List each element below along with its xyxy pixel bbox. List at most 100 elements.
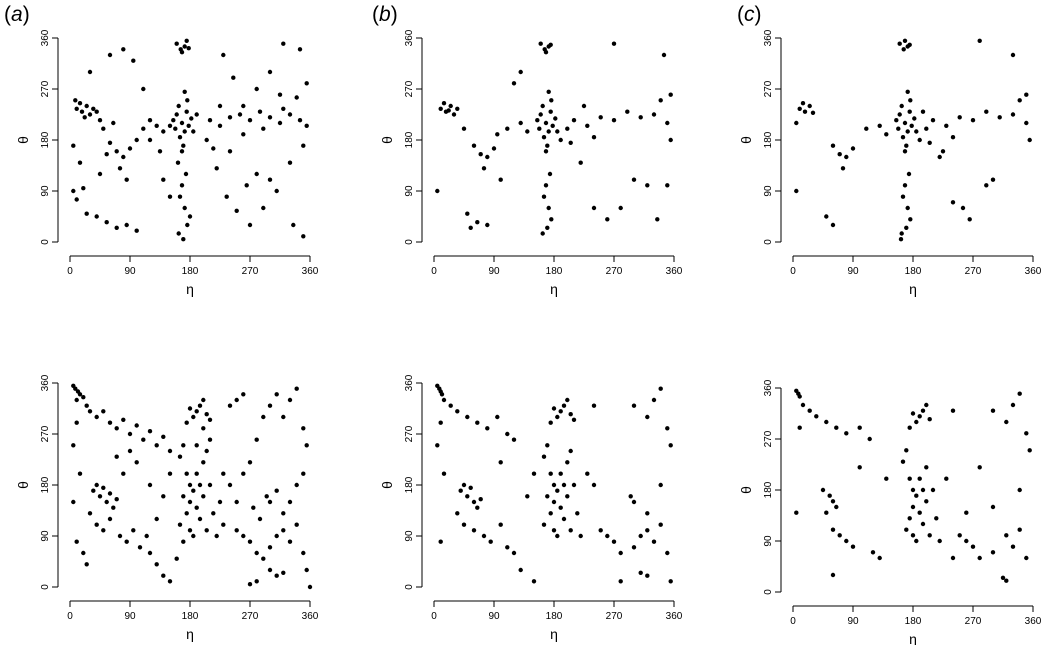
- x-axis-label: η: [186, 626, 194, 642]
- data-point: [877, 123, 882, 128]
- data-point: [267, 545, 273, 550]
- data-point: [934, 516, 939, 521]
- data-point: [468, 225, 473, 230]
- data-point: [134, 137, 139, 143]
- data-point: [605, 217, 610, 222]
- data-point: [101, 126, 106, 131]
- y-tick-label: 180: [40, 131, 51, 148]
- data-point: [631, 545, 637, 550]
- data-point: [451, 112, 457, 117]
- data-point: [287, 160, 293, 165]
- data-point: [870, 550, 876, 555]
- data-point: [820, 487, 826, 493]
- data-point: [74, 397, 79, 403]
- data-point: [301, 550, 306, 556]
- data-point: [455, 106, 460, 112]
- y-tick-label: 270: [763, 430, 774, 447]
- data-point: [297, 118, 303, 123]
- data-point: [830, 527, 836, 532]
- data-point: [176, 231, 181, 236]
- data-point: [84, 103, 89, 109]
- data-point: [124, 539, 129, 544]
- data-point: [221, 471, 226, 476]
- data-point: [171, 118, 176, 123]
- data-point: [471, 499, 477, 505]
- data-point: [184, 109, 189, 114]
- data-point: [907, 425, 912, 430]
- data-point: [124, 177, 129, 182]
- y-tick-label: 0: [404, 239, 415, 245]
- data-point: [920, 521, 926, 527]
- data-point: [107, 52, 113, 58]
- data-point: [181, 237, 186, 242]
- data-point: [264, 494, 269, 499]
- x-tick-label: 270: [965, 266, 982, 277]
- x-tick-label: 90: [847, 616, 859, 627]
- data-point: [910, 533, 916, 538]
- data-point: [957, 115, 962, 120]
- data-point: [221, 52, 226, 58]
- data-point: [547, 171, 553, 177]
- data-point: [899, 103, 904, 109]
- data-point: [511, 550, 517, 556]
- data-point: [87, 409, 93, 414]
- data-point: [471, 143, 477, 148]
- data-point: [924, 499, 929, 504]
- data-point: [907, 516, 912, 521]
- data-point: [904, 527, 909, 532]
- data-point: [182, 44, 187, 49]
- data-point: [937, 154, 942, 160]
- data-point: [177, 135, 183, 140]
- data-point: [645, 511, 650, 516]
- data-point: [910, 487, 916, 493]
- data-point: [134, 460, 139, 465]
- data-point: [545, 494, 550, 499]
- data-point: [1010, 52, 1016, 58]
- y-tick-label: 0: [40, 584, 51, 590]
- data-point: [267, 115, 273, 120]
- data-point: [917, 137, 922, 143]
- data-point: [179, 183, 185, 188]
- data-point: [194, 112, 199, 117]
- data-point: [618, 205, 623, 211]
- data-point: [281, 511, 286, 516]
- data-point: [157, 149, 163, 154]
- data-point: [114, 225, 119, 230]
- data-point: [555, 533, 560, 539]
- data-point: [261, 414, 266, 420]
- y-tick-label: 180: [763, 131, 774, 148]
- data-point: [194, 443, 199, 448]
- data-point: [558, 409, 563, 414]
- data-point: [1017, 487, 1022, 493]
- data-point: [137, 545, 143, 550]
- data-point: [204, 137, 209, 143]
- data-point: [107, 516, 113, 522]
- data-point: [830, 499, 836, 504]
- data-point: [840, 166, 846, 171]
- data-point: [844, 154, 849, 160]
- data-point: [668, 92, 673, 97]
- data-point: [511, 437, 517, 442]
- data-point: [154, 443, 159, 448]
- data-point: [927, 140, 932, 145]
- data-point: [907, 42, 912, 47]
- data-point: [531, 579, 537, 584]
- x-axis-label: η: [550, 281, 558, 297]
- data-point: [274, 188, 279, 194]
- data-point: [241, 471, 246, 476]
- data-point: [548, 420, 553, 425]
- data-point: [291, 222, 296, 228]
- data-point: [930, 118, 936, 123]
- y-tick-label: 360: [763, 379, 774, 396]
- data-point: [901, 47, 906, 52]
- data-point: [167, 471, 173, 476]
- data-point: [94, 214, 99, 219]
- y-axis-label: θ: [379, 136, 395, 144]
- data-point: [546, 205, 551, 211]
- data-point: [967, 217, 972, 222]
- data-point: [824, 419, 829, 425]
- data-point: [900, 135, 906, 140]
- data-point: [908, 217, 913, 222]
- data-point: [187, 528, 193, 533]
